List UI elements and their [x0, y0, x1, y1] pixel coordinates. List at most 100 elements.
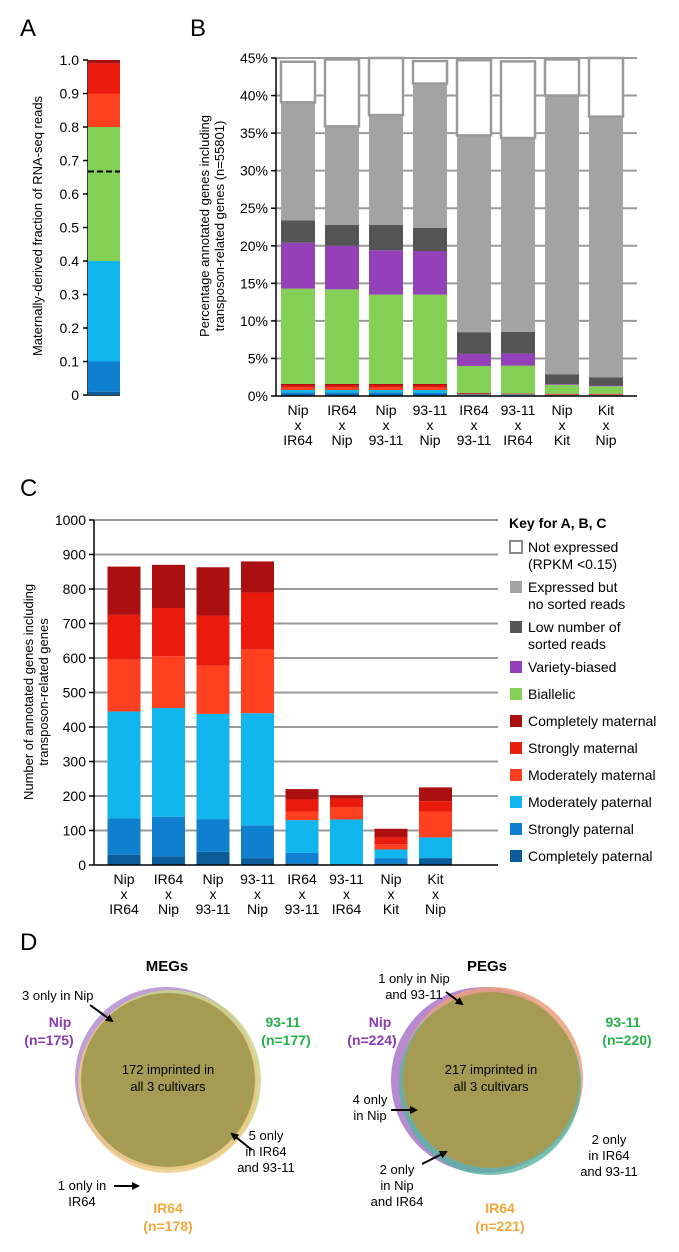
- panel-c-bar-strongly-maternal: [196, 615, 230, 666]
- panel-c-category-label: x: [388, 886, 395, 902]
- panel-b-bars: [279, 56, 625, 396]
- legend-label-not-expressed-rpkm-0-15: (RPKM <0.15): [528, 556, 617, 572]
- panel-b-bar-biallelic: [413, 294, 447, 384]
- legend-label-variety-biased: Variety-biased: [528, 659, 616, 675]
- pegs-note-4-line2: in Nip: [380, 1178, 413, 1193]
- megs-note-1: 3 only in Nip: [22, 988, 94, 1003]
- pegs-9311-name: 93-11: [605, 1014, 640, 1030]
- panel-c-bar-completely-maternal: [152, 564, 185, 608]
- panel-c-letter: C: [20, 475, 37, 502]
- panel-b-bar-variety-biased: [413, 251, 447, 295]
- panel-b-category-label: x: [339, 417, 346, 433]
- panel-c-tick-label: 400: [63, 719, 87, 735]
- panel-c-bar-moderately-maternal: [196, 665, 230, 714]
- legend-items: Not expressed(RPKM <0.15) Expressed butno…: [509, 539, 656, 864]
- panel-c-bar-completely-paternal: [419, 858, 452, 865]
- panel-b-bar-completely-paternal: [281, 394, 315, 396]
- panel-c-category-label: Nip: [202, 871, 223, 887]
- panel-c-category-label: 93-11: [329, 871, 364, 887]
- megs-title: MEGs: [146, 958, 189, 975]
- panel-b-bar-strongly-paternal: [369, 392, 403, 395]
- megs-nip-name: Nip: [49, 1014, 72, 1030]
- panel-b-bar-expressed-but-no-sorted-reads: [589, 116, 623, 378]
- panel-b-category-label: 93-11: [501, 402, 536, 418]
- panel-c-bar-moderately-maternal: [152, 656, 185, 709]
- panel-b-bar-variety-biased: [281, 242, 315, 289]
- panel-b-bar-strongly-maternal: [281, 385, 315, 388]
- pegs-ir64-n: (n=221): [475, 1218, 524, 1234]
- panel-b-bar-completely-paternal: [369, 394, 403, 396]
- panel-c-category-label: 93-11: [196, 901, 231, 917]
- panel-b-bar-moderately-maternal: [369, 387, 403, 390]
- panel-b-bar-moderately-maternal: [413, 387, 447, 390]
- legend-label-low-number-of-sorted-reads: sorted reads: [528, 636, 606, 652]
- panel-c-bar-completely-maternal: [241, 561, 274, 593]
- panel-c-bar-moderately-maternal: [107, 659, 141, 712]
- pegs-arrow-1: [445, 991, 464, 1006]
- legend-swatch-completely-maternal: [510, 715, 522, 727]
- legend: Key for A, B, C Not expressed(RPKM <0.15…: [509, 515, 656, 864]
- panel-b-tick-label: 15%: [240, 275, 268, 291]
- panel-c-tick-label: 900: [63, 547, 87, 563]
- panel-c-category-label: Nip: [425, 901, 446, 917]
- legend-swatch-variety-biased: [510, 661, 522, 673]
- panel-c-category-label: x: [343, 886, 350, 902]
- panel-b-bar-moderately-paternal: [413, 389, 447, 393]
- megs-9311-name: 93-11: [265, 1014, 300, 1030]
- panel-b-bar-variety-biased: [369, 250, 403, 295]
- panel-c-category-label: x: [165, 886, 172, 902]
- panel-b-bar-moderately-maternal: [325, 387, 359, 390]
- legend-label-completely-maternal: Completely maternal: [528, 713, 656, 729]
- panel-b-bar-expressed-but-no-sorted-reads: [369, 115, 403, 225]
- panel-b-category-label: IR64: [327, 402, 357, 418]
- panel-a-segment-strongly-paternal: [88, 361, 120, 392]
- panel-c-bar-strongly-maternal: [241, 592, 274, 650]
- panel-c-bar-moderately-paternal: [285, 820, 319, 853]
- legend-swatch-moderately-paternal: [510, 796, 522, 808]
- legend-label-biallelic: Biallelic: [528, 686, 575, 702]
- panel-b-bar-not-expressed-rpkm-0-15: [499, 60, 537, 140]
- panel-b-bar-completely-maternal: [369, 383, 403, 386]
- panel-b-bar-expressed-but-no-sorted-reads: [501, 137, 535, 332]
- panel-c-bar-strongly-maternal: [330, 798, 363, 808]
- panel-c-bar-completely-maternal: [196, 567, 230, 616]
- panel-b-bar-low-number-of-sorted-reads: [501, 331, 535, 354]
- panel-b-tick-label: 45%: [240, 50, 268, 66]
- panel-b-tick-label: 30%: [240, 163, 268, 179]
- panel-b-category-label: 93-11: [413, 402, 448, 418]
- legend-label-strongly-paternal: Strongly paternal: [528, 821, 634, 837]
- panel-c-bar-moderately-maternal: [374, 844, 408, 850]
- panel-b-category-label: Nip: [419, 432, 440, 448]
- panel-b-bar-low-number-of-sorted-reads: [545, 374, 579, 384]
- panel-b-bar-completely-maternal: [457, 392, 491, 394]
- panel-b-category-label: x: [559, 417, 566, 433]
- panel-b-bar-biallelic: [281, 288, 315, 384]
- panel-c-tick-label: 800: [63, 581, 87, 597]
- panel-b-category-label: 93-11: [457, 432, 492, 448]
- panel-b-bar-variety-biased: [501, 353, 535, 366]
- pegs-note-4-line3: and IR64: [371, 1194, 424, 1209]
- panel-c-bars: [107, 561, 452, 865]
- panel-b-bar-low-number-of-sorted-reads: [325, 224, 359, 246]
- panel-b-bar-moderately-paternal: [457, 394, 491, 396]
- panel-b-bar-strongly-paternal: [325, 392, 359, 395]
- panel-b-tick-label: 35%: [240, 125, 268, 141]
- panel-b-bar-moderately-paternal: [281, 389, 315, 393]
- panel-b-bar-expressed-but-no-sorted-reads: [413, 83, 447, 228]
- pegs-9311-n: (n=220): [602, 1032, 651, 1048]
- legend-swatch-strongly-maternal: [510, 742, 522, 754]
- panel-c-category-label: x: [210, 886, 217, 902]
- panel-b-bar-biallelic: [589, 386, 623, 394]
- panel-c-bar-completely-paternal: [152, 856, 185, 865]
- panel-b-category-label: x: [383, 417, 390, 433]
- panel-b-bar-low-number-of-sorted-reads: [589, 377, 623, 386]
- panel-b-bar-expressed-but-no-sorted-reads: [325, 126, 359, 225]
- panel-b-letter: B: [190, 15, 206, 42]
- legend-swatch-strongly-paternal: [510, 823, 522, 835]
- panel-c-bar-strongly-paternal: [374, 858, 408, 864]
- panel-b-bar-not-expressed-rpkm-0-15: [323, 58, 361, 128]
- legend-swatch-biallelic: [510, 688, 522, 700]
- panel-c-bar-moderately-paternal: [241, 713, 274, 826]
- legend-label-strongly-maternal: Strongly maternal: [528, 740, 638, 756]
